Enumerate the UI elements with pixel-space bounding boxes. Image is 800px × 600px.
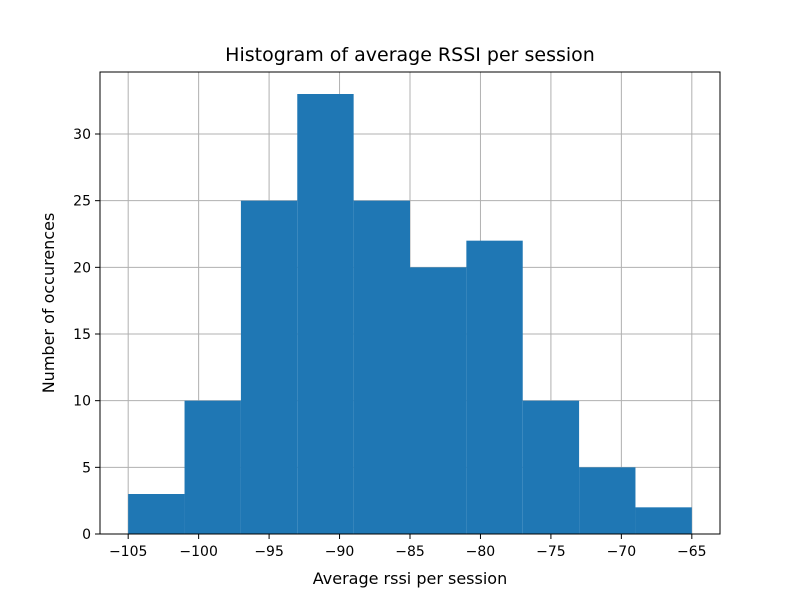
- y-tick-label: 30: [73, 127, 91, 143]
- x-tick-label: −75: [536, 544, 566, 560]
- y-tick-label: 15: [73, 327, 91, 343]
- histogram-bar: [128, 494, 185, 534]
- x-tick-label: −90: [325, 544, 355, 560]
- y-tick-label: 10: [73, 394, 91, 410]
- x-tick-label: −105: [109, 544, 147, 560]
- histogram-bar: [353, 200, 410, 534]
- y-tick-label: 20: [73, 260, 91, 276]
- y-tick-label: 25: [73, 194, 91, 210]
- x-tick-label: −95: [254, 544, 284, 560]
- histogram-bar: [184, 400, 241, 534]
- x-axis-ticks: −105 −100 −95 −90 −85 −80 −75 −70 −65: [109, 534, 707, 560]
- x-tick-label: −85: [395, 544, 425, 560]
- x-tick-label: −100: [179, 544, 217, 560]
- x-tick-label: −80: [466, 544, 496, 560]
- y-axis-label: Number of occurences: [39, 213, 58, 394]
- histogram-bars: [128, 94, 692, 534]
- histogram-bar: [466, 240, 523, 534]
- histogram-bar: [522, 400, 580, 534]
- y-tick-label: 0: [82, 527, 91, 543]
- histogram-bar: [297, 94, 354, 534]
- x-axis-label: Average rssi per session: [313, 569, 507, 588]
- x-tick-label: −70: [607, 544, 637, 560]
- y-axis-ticks: 0 5 10 15 20 25 30: [73, 127, 100, 543]
- y-tick-label: 5: [82, 460, 91, 476]
- histogram-bar: [410, 267, 467, 534]
- chart-title: Histogram of average RSSI per session: [225, 44, 595, 66]
- histogram-bar: [579, 467, 636, 534]
- histogram-bar: [240, 200, 298, 534]
- histogram-bar: [635, 507, 692, 534]
- x-tick-label: −65: [677, 544, 707, 560]
